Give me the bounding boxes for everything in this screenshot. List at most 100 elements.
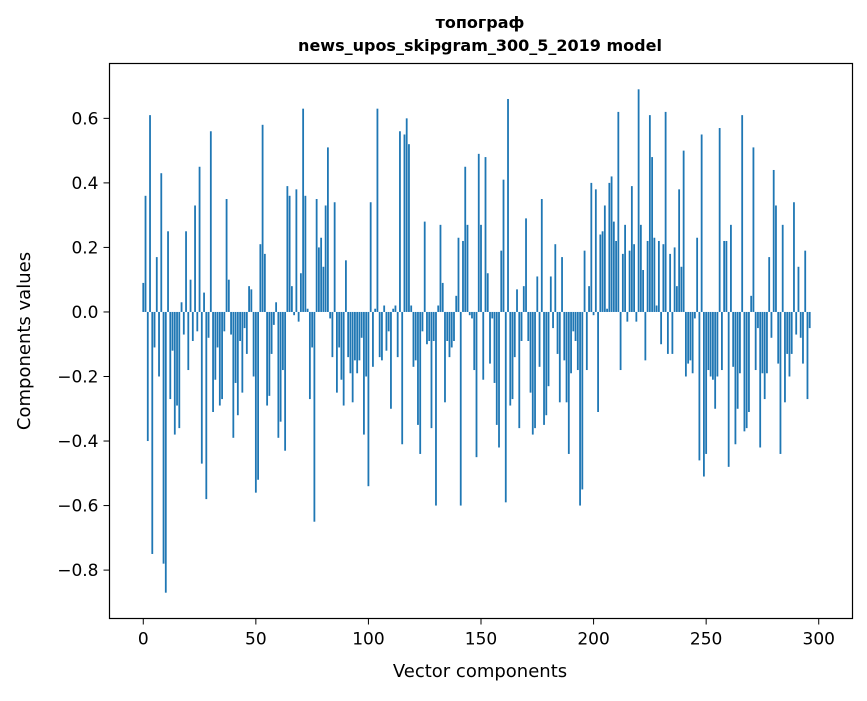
bar-36 <box>223 311 226 332</box>
bar-294 <box>804 250 807 312</box>
bar-222 <box>642 270 645 312</box>
bar-87 <box>338 311 341 348</box>
bar-248 <box>700 134 703 312</box>
bar-100 <box>367 311 370 487</box>
bar-92 <box>349 311 352 374</box>
x-tick-label-1: 50 <box>245 630 267 650</box>
chart-title-line-2: news_upos_skipgram_300_5_2019 model <box>298 36 662 55</box>
bar-251 <box>707 311 710 371</box>
bar-292 <box>799 311 802 338</box>
bar-117 <box>405 118 408 312</box>
bar-98 <box>363 311 365 435</box>
bar-242 <box>687 311 690 364</box>
bar-295 <box>806 311 809 400</box>
bar-58 <box>272 311 275 325</box>
bar-71 <box>302 108 305 312</box>
bar-211 <box>617 111 620 312</box>
bar-128 <box>430 311 433 429</box>
bar-223 <box>644 311 647 361</box>
bar-245 <box>693 311 696 319</box>
bar-164 <box>511 311 514 400</box>
bar-113 <box>396 311 399 358</box>
bar-96 <box>358 311 361 361</box>
bar-147 <box>473 311 476 371</box>
bar-192 <box>574 311 577 341</box>
bar-172 <box>529 311 532 393</box>
bar-24 <box>196 311 199 332</box>
bar-116 <box>403 134 406 312</box>
bar-183 <box>554 244 557 312</box>
bar-101 <box>369 202 372 312</box>
bar-161 <box>504 311 507 503</box>
bar-16 <box>178 311 181 429</box>
bar-206 <box>606 308 608 312</box>
bar-208 <box>610 176 613 312</box>
bar-224 <box>646 240 649 312</box>
bar-109 <box>387 311 390 332</box>
bar-203 <box>599 234 602 312</box>
bar-252 <box>709 311 712 377</box>
bar-21 <box>189 279 192 312</box>
bar-78 <box>317 247 320 312</box>
bar-173 <box>531 311 534 435</box>
bars-layer <box>142 89 811 593</box>
bar-12 <box>169 311 172 400</box>
bar-156 <box>493 311 496 383</box>
bar-290 <box>795 311 798 335</box>
bar-213 <box>621 253 624 312</box>
bar-14 <box>173 311 176 435</box>
bar-247 <box>698 311 701 461</box>
y-tick-label-0: −0.8 <box>57 561 98 581</box>
bar-209 <box>612 221 615 312</box>
bar-125 <box>423 221 426 312</box>
bar-174 <box>534 311 536 429</box>
bar-3 <box>149 115 151 312</box>
bar-77 <box>315 199 318 312</box>
bar-57 <box>270 311 273 354</box>
bar-19 <box>185 231 187 312</box>
bar-166 <box>516 289 518 312</box>
bar-31 <box>212 311 214 412</box>
bar-81 <box>324 205 327 312</box>
y-tick-label-3: −0.2 <box>57 367 98 387</box>
bar-34 <box>218 311 221 406</box>
bar-246 <box>696 237 699 312</box>
bar-284 <box>781 224 784 312</box>
bar-138 <box>453 311 455 341</box>
bar-198 <box>588 286 590 312</box>
bar-167 <box>518 311 521 429</box>
bar-185 <box>558 311 561 403</box>
bar-153 <box>486 273 489 312</box>
bar-291 <box>797 266 800 312</box>
bar-267 <box>743 311 746 432</box>
bar-243 <box>689 311 692 361</box>
bar-23 <box>194 205 196 312</box>
bar-191 <box>572 311 575 332</box>
bar-193 <box>576 311 579 371</box>
bar-281 <box>775 205 777 312</box>
bar-212 <box>619 311 622 371</box>
bar-89 <box>342 311 345 406</box>
bar-256 <box>718 128 721 312</box>
bar-264 <box>736 311 739 409</box>
bar-5 <box>153 311 156 348</box>
bar-152 <box>484 157 487 312</box>
bar-67 <box>293 311 296 316</box>
bar-188 <box>565 311 568 403</box>
bar-2 <box>146 311 149 442</box>
bar-278 <box>768 257 771 312</box>
bar-129 <box>432 311 435 341</box>
bar-244 <box>691 311 694 374</box>
bar-190 <box>570 311 572 374</box>
bar-195 <box>581 311 584 490</box>
bar-38 <box>227 279 230 312</box>
bar-146 <box>471 311 473 319</box>
bar-119 <box>410 305 413 312</box>
bar-88 <box>340 311 343 380</box>
bar-93 <box>351 311 354 403</box>
bar-283 <box>779 311 782 454</box>
bar-25 <box>198 166 201 312</box>
bar-49 <box>252 311 255 377</box>
bar-42 <box>236 311 239 416</box>
y-tick-label-1: −0.6 <box>57 497 98 517</box>
